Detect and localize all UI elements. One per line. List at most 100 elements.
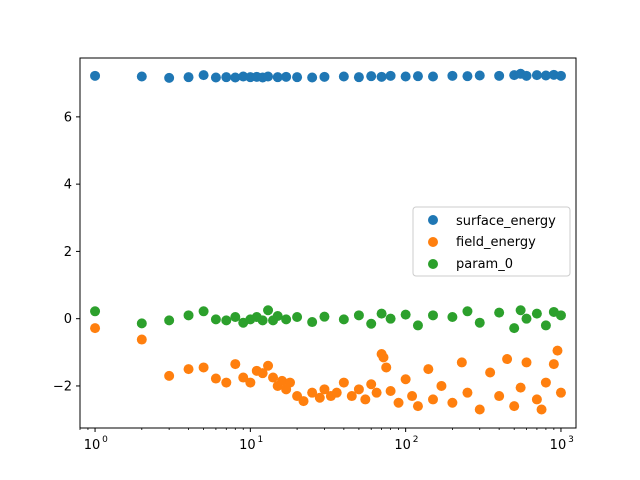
y-tick-label: 6 (64, 110, 72, 125)
x-tick-exponent: 0 (102, 435, 108, 445)
point-surface-energy (164, 72, 175, 83)
point-field-energy (230, 359, 241, 370)
point-surface-energy (90, 70, 101, 81)
point-param-0 (292, 312, 303, 322)
point-field-energy (263, 360, 274, 371)
point-surface-energy (319, 71, 330, 82)
point-field-energy (436, 380, 447, 391)
point-surface-energy (221, 72, 232, 83)
point-param-0 (428, 310, 438, 321)
legend-label-field-energy: field_energy (456, 235, 536, 250)
point-param-0 (353, 310, 364, 321)
point-param-0 (183, 310, 194, 321)
point-surface-energy (338, 71, 349, 82)
point-param-0 (474, 317, 485, 328)
point-field-energy (284, 377, 295, 388)
point-surface-energy (281, 71, 292, 82)
point-surface-energy (183, 72, 194, 83)
x-tick-label: 10 (394, 438, 411, 453)
point-field-energy (485, 367, 496, 378)
point-field-energy (136, 334, 147, 345)
point-field-energy (319, 384, 330, 395)
point-field-energy (257, 368, 268, 379)
x-axis: 10 0 10 1 10 2 10 3 (79, 428, 574, 453)
point-field-energy (536, 404, 547, 415)
point-surface-energy (376, 71, 387, 82)
point-field-energy (393, 397, 404, 408)
y-tick-label: 2 (64, 245, 72, 260)
point-surface-energy (198, 70, 209, 81)
legend-box (412, 206, 571, 277)
point-surface-energy (447, 70, 458, 81)
point-field-energy (221, 377, 232, 388)
point-surface-energy (400, 71, 411, 82)
point-param-0 (366, 318, 377, 329)
point-param-0 (509, 323, 520, 334)
point-surface-energy (366, 71, 377, 82)
point-surface-energy (385, 70, 396, 81)
point-param-0 (521, 313, 532, 324)
point-param-0 (198, 306, 209, 317)
point-field-energy (494, 391, 505, 402)
point-surface-energy (272, 72, 283, 83)
point-param-0 (257, 315, 268, 326)
point-field-energy (412, 401, 423, 412)
x-tick-label: 10 (84, 438, 101, 453)
legend-marker-surface-energy (428, 215, 438, 225)
point-param-0 (540, 320, 551, 331)
point-field-energy (447, 397, 458, 408)
point-param-0 (555, 310, 566, 321)
point-surface-energy (540, 70, 551, 81)
point-surface-energy (531, 70, 542, 81)
x-tick-exponent: 1 (257, 435, 263, 445)
point-surface-energy (462, 71, 473, 82)
point-field-energy (555, 387, 566, 398)
point-surface-energy (428, 71, 438, 82)
point-field-energy (456, 357, 467, 368)
point-param-0 (412, 320, 423, 331)
data-points (90, 68, 566, 415)
legend-marker-field-energy (428, 237, 438, 247)
point-field-energy (331, 387, 342, 398)
point-param-0 (376, 308, 387, 319)
point-surface-energy (136, 71, 147, 82)
point-field-energy (378, 352, 389, 363)
point-field-energy (238, 372, 249, 383)
point-field-energy (183, 364, 194, 375)
point-field-energy (423, 364, 434, 375)
point-surface-energy (210, 72, 221, 83)
point-param-0 (136, 318, 147, 329)
point-field-energy (307, 387, 318, 398)
x-tick-exponent: 3 (568, 435, 574, 445)
point-field-energy (502, 354, 513, 365)
point-param-0 (272, 310, 283, 321)
point-field-energy (552, 345, 563, 356)
point-param-0 (385, 313, 396, 324)
point-param-0 (307, 317, 318, 328)
point-param-0 (494, 307, 505, 318)
point-field-energy (474, 404, 485, 415)
legend-label-param-0: param_0 (456, 257, 513, 272)
point-field-energy (400, 374, 411, 385)
point-surface-energy (494, 70, 505, 81)
point-field-energy (515, 382, 526, 393)
point-surface-energy (307, 72, 318, 83)
point-field-energy (346, 391, 357, 402)
legend-marker-param-0 (428, 259, 438, 269)
plot-frame (79, 57, 577, 429)
point-field-energy (371, 387, 382, 398)
point-param-0 (263, 305, 274, 316)
point-field-energy (314, 392, 325, 403)
point-field-energy (268, 372, 279, 383)
point-field-energy (385, 386, 396, 396)
x-tick-exponent: 2 (413, 435, 419, 445)
point-param-0 (210, 314, 221, 325)
x-tick-label: 10 (239, 438, 256, 453)
point-field-energy (462, 387, 473, 398)
point-field-energy (210, 373, 221, 384)
point-param-0 (90, 306, 101, 317)
point-field-energy (540, 377, 551, 388)
point-param-0 (281, 314, 292, 325)
point-field-energy (353, 384, 364, 395)
x-tick-label: 10 (550, 438, 567, 453)
